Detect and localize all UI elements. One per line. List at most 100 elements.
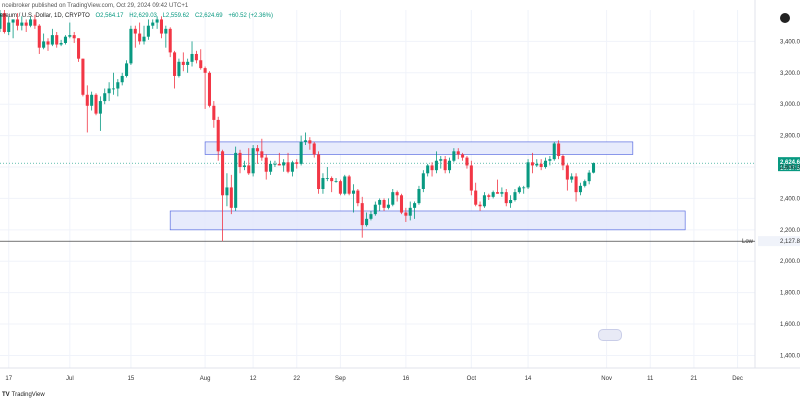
candle-body: [77, 38, 81, 59]
candle-body: [50, 35, 54, 45]
candle-body: [282, 162, 286, 166]
candle-body: [251, 148, 255, 174]
candle-body: [574, 176, 578, 193]
candle-body: [439, 159, 443, 161]
candle-body: [487, 195, 491, 197]
candle-body: [98, 101, 102, 114]
candle-body: [587, 172, 591, 182]
candle-body: [138, 33, 142, 42]
candle-body: [570, 176, 574, 180]
timezone-flag-icon[interactable]: [780, 13, 790, 23]
candle-body: [583, 181, 587, 186]
time-tick-label: Oct: [467, 376, 477, 382]
candle-body: [517, 187, 521, 193]
candle-body: [447, 160, 452, 171]
candle-body: [125, 63, 129, 76]
ohlc-change: +60.52 (+2.36%): [228, 13, 274, 19]
candle-body: [33, 19, 37, 26]
candle-body: [295, 162, 299, 164]
tv-logo-icon: TV: [2, 392, 10, 398]
candle-body: [408, 207, 412, 216]
candle-body: [255, 148, 260, 152]
ohlc-high: H2,629.03: [129, 13, 157, 19]
candle-body: [181, 61, 185, 65]
candle-body: [526, 162, 530, 188]
candle-body: [221, 151, 225, 196]
candle-body: [426, 165, 430, 174]
event-marker-icon[interactable]: [598, 329, 622, 341]
candle-body: [557, 143, 561, 157]
candle-body: [177, 61, 181, 76]
candle-body: [378, 199, 382, 205]
candle-body: [7, 22, 11, 32]
candle-body: [421, 173, 425, 189]
candle-body: [443, 159, 447, 171]
candle-body: [194, 53, 198, 61]
ohlc-low: L2,559.62: [162, 13, 190, 19]
candle-body: [72, 35, 76, 39]
time-tick-label: 14: [525, 376, 532, 382]
candle-body: [260, 151, 264, 158]
candle-body: [360, 203, 364, 226]
candle-body: [155, 19, 159, 23]
candle-body: [11, 19, 15, 23]
price-tick-label: 2,800.00: [780, 134, 800, 140]
candle-body: [456, 151, 460, 155]
candle-body: [151, 22, 155, 26]
publish-line: nceibroker published on TradingView.com,…: [2, 3, 189, 9]
candle-body: [430, 165, 434, 171]
price-tick-label: 1,600.00: [780, 322, 800, 328]
candle-body: [317, 154, 321, 189]
candle-body: [273, 163, 277, 165]
candle-body: [0, 13, 2, 29]
candle-body: [535, 163, 539, 166]
candle-body: [168, 28, 172, 53]
candle-body: [308, 140, 312, 144]
candle-body: [290, 162, 294, 172]
zones-layer: [169, 141, 686, 231]
candle-body: [561, 156, 565, 166]
time-tick-label: Dec: [732, 376, 743, 382]
candle-body: [395, 192, 399, 196]
candle-body: [552, 143, 556, 160]
candle-body: [238, 152, 242, 168]
candle-body: [24, 22, 28, 26]
candle-body: [159, 19, 164, 34]
candle-body: [539, 163, 543, 168]
support-resistance-zone: [204, 141, 634, 155]
time-tick-label: Jul: [66, 376, 74, 382]
time-tick-label: 11: [647, 376, 654, 382]
candle-body: [225, 187, 229, 196]
candle-body: [522, 187, 526, 189]
candle-body: [330, 178, 334, 182]
time-tick-label: 22: [293, 376, 300, 382]
ohlc-open: O2,564.17: [95, 13, 124, 19]
candle-body: [417, 189, 421, 204]
candle-body: [509, 199, 513, 204]
candle-body: [504, 192, 508, 204]
candle-body: [413, 203, 417, 208]
candle-body: [164, 28, 168, 34]
candle-body: [37, 25, 41, 48]
candle-body: [565, 165, 569, 180]
time-tick-label: 12: [250, 376, 257, 382]
price-tick-label: 1,400.00: [780, 353, 800, 359]
candle-body: [15, 19, 19, 26]
candles-layer: [0, 10, 596, 242]
candle-body: [404, 212, 408, 216]
candle-body: [107, 88, 111, 94]
candle-body: [111, 88, 115, 90]
candle-body: [578, 185, 582, 193]
candle-body: [229, 187, 233, 208]
tradingview-logo[interactable]: TV TradingView: [2, 392, 45, 398]
support-resistance-zone: [169, 210, 686, 231]
candle-body: [234, 152, 238, 208]
candle-body: [186, 61, 190, 65]
candle-body: [434, 160, 438, 171]
candle-body: [46, 41, 50, 45]
symbol-name[interactable]: ereum / U.S. Dollar, 1D, CRYPTO: [0, 13, 90, 19]
candle-body: [42, 41, 46, 48]
grid-lines: [0, 0, 800, 369]
candle-body: [343, 176, 347, 194]
